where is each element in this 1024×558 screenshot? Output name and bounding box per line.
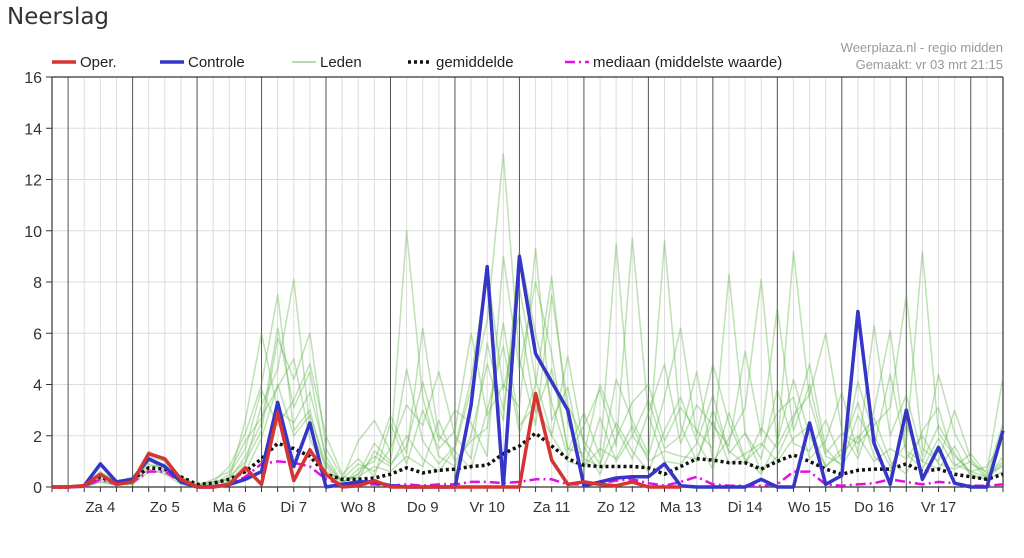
x-day-label: Ma 13 [660, 499, 702, 516]
credit-source: Weerplaza.nl - regio midden [841, 40, 1003, 55]
x-day-label: Do 9 [407, 499, 439, 516]
x-day-label: Do 16 [854, 499, 894, 516]
y-tick-label: 8 [33, 275, 42, 292]
series-line-gemiddelde [52, 431, 1004, 489]
y-tick-label: 14 [24, 121, 42, 138]
credit-timestamp: Gemaakt: vr 03 mrt 21:15 [856, 57, 1003, 72]
y-tick-label: 4 [33, 378, 42, 395]
x-day-label: Di 14 [728, 499, 763, 516]
legend-label-oper: Oper. [80, 54, 117, 71]
x-day-label: Wo 15 [788, 499, 831, 516]
legend-label-leden: Leden [320, 54, 362, 71]
y-tick-label: 16 [24, 70, 42, 87]
legend-label-mediaan: mediaan (middelste waarde) [593, 54, 782, 71]
legend-label-gemiddelde: gemiddelde [436, 54, 514, 71]
x-day-label: Za 4 [85, 499, 115, 516]
y-tick-label: 6 [33, 326, 42, 343]
x-day-label: Zo 5 [150, 499, 180, 516]
y-tick-label: 2 [33, 429, 42, 446]
x-day-label: Vr 10 [470, 499, 505, 516]
y-tick-label: 0 [33, 480, 42, 497]
x-day-label: Vr 17 [921, 499, 956, 516]
page-title: Neerslag [7, 4, 110, 30]
y-tick-label: 12 [24, 173, 42, 190]
x-day-label: Za 11 [533, 499, 570, 516]
series-line-oper [52, 391, 681, 489]
x-day-label: Wo 8 [341, 499, 376, 516]
x-day-label: Zo 12 [597, 499, 635, 516]
series-line-leden-member [52, 322, 1004, 488]
x-day-label: Di 7 [280, 499, 307, 516]
y-tick-label: 10 [24, 224, 42, 241]
x-day-label: Ma 6 [213, 499, 246, 516]
legend-label-controle: Controle [188, 54, 245, 71]
